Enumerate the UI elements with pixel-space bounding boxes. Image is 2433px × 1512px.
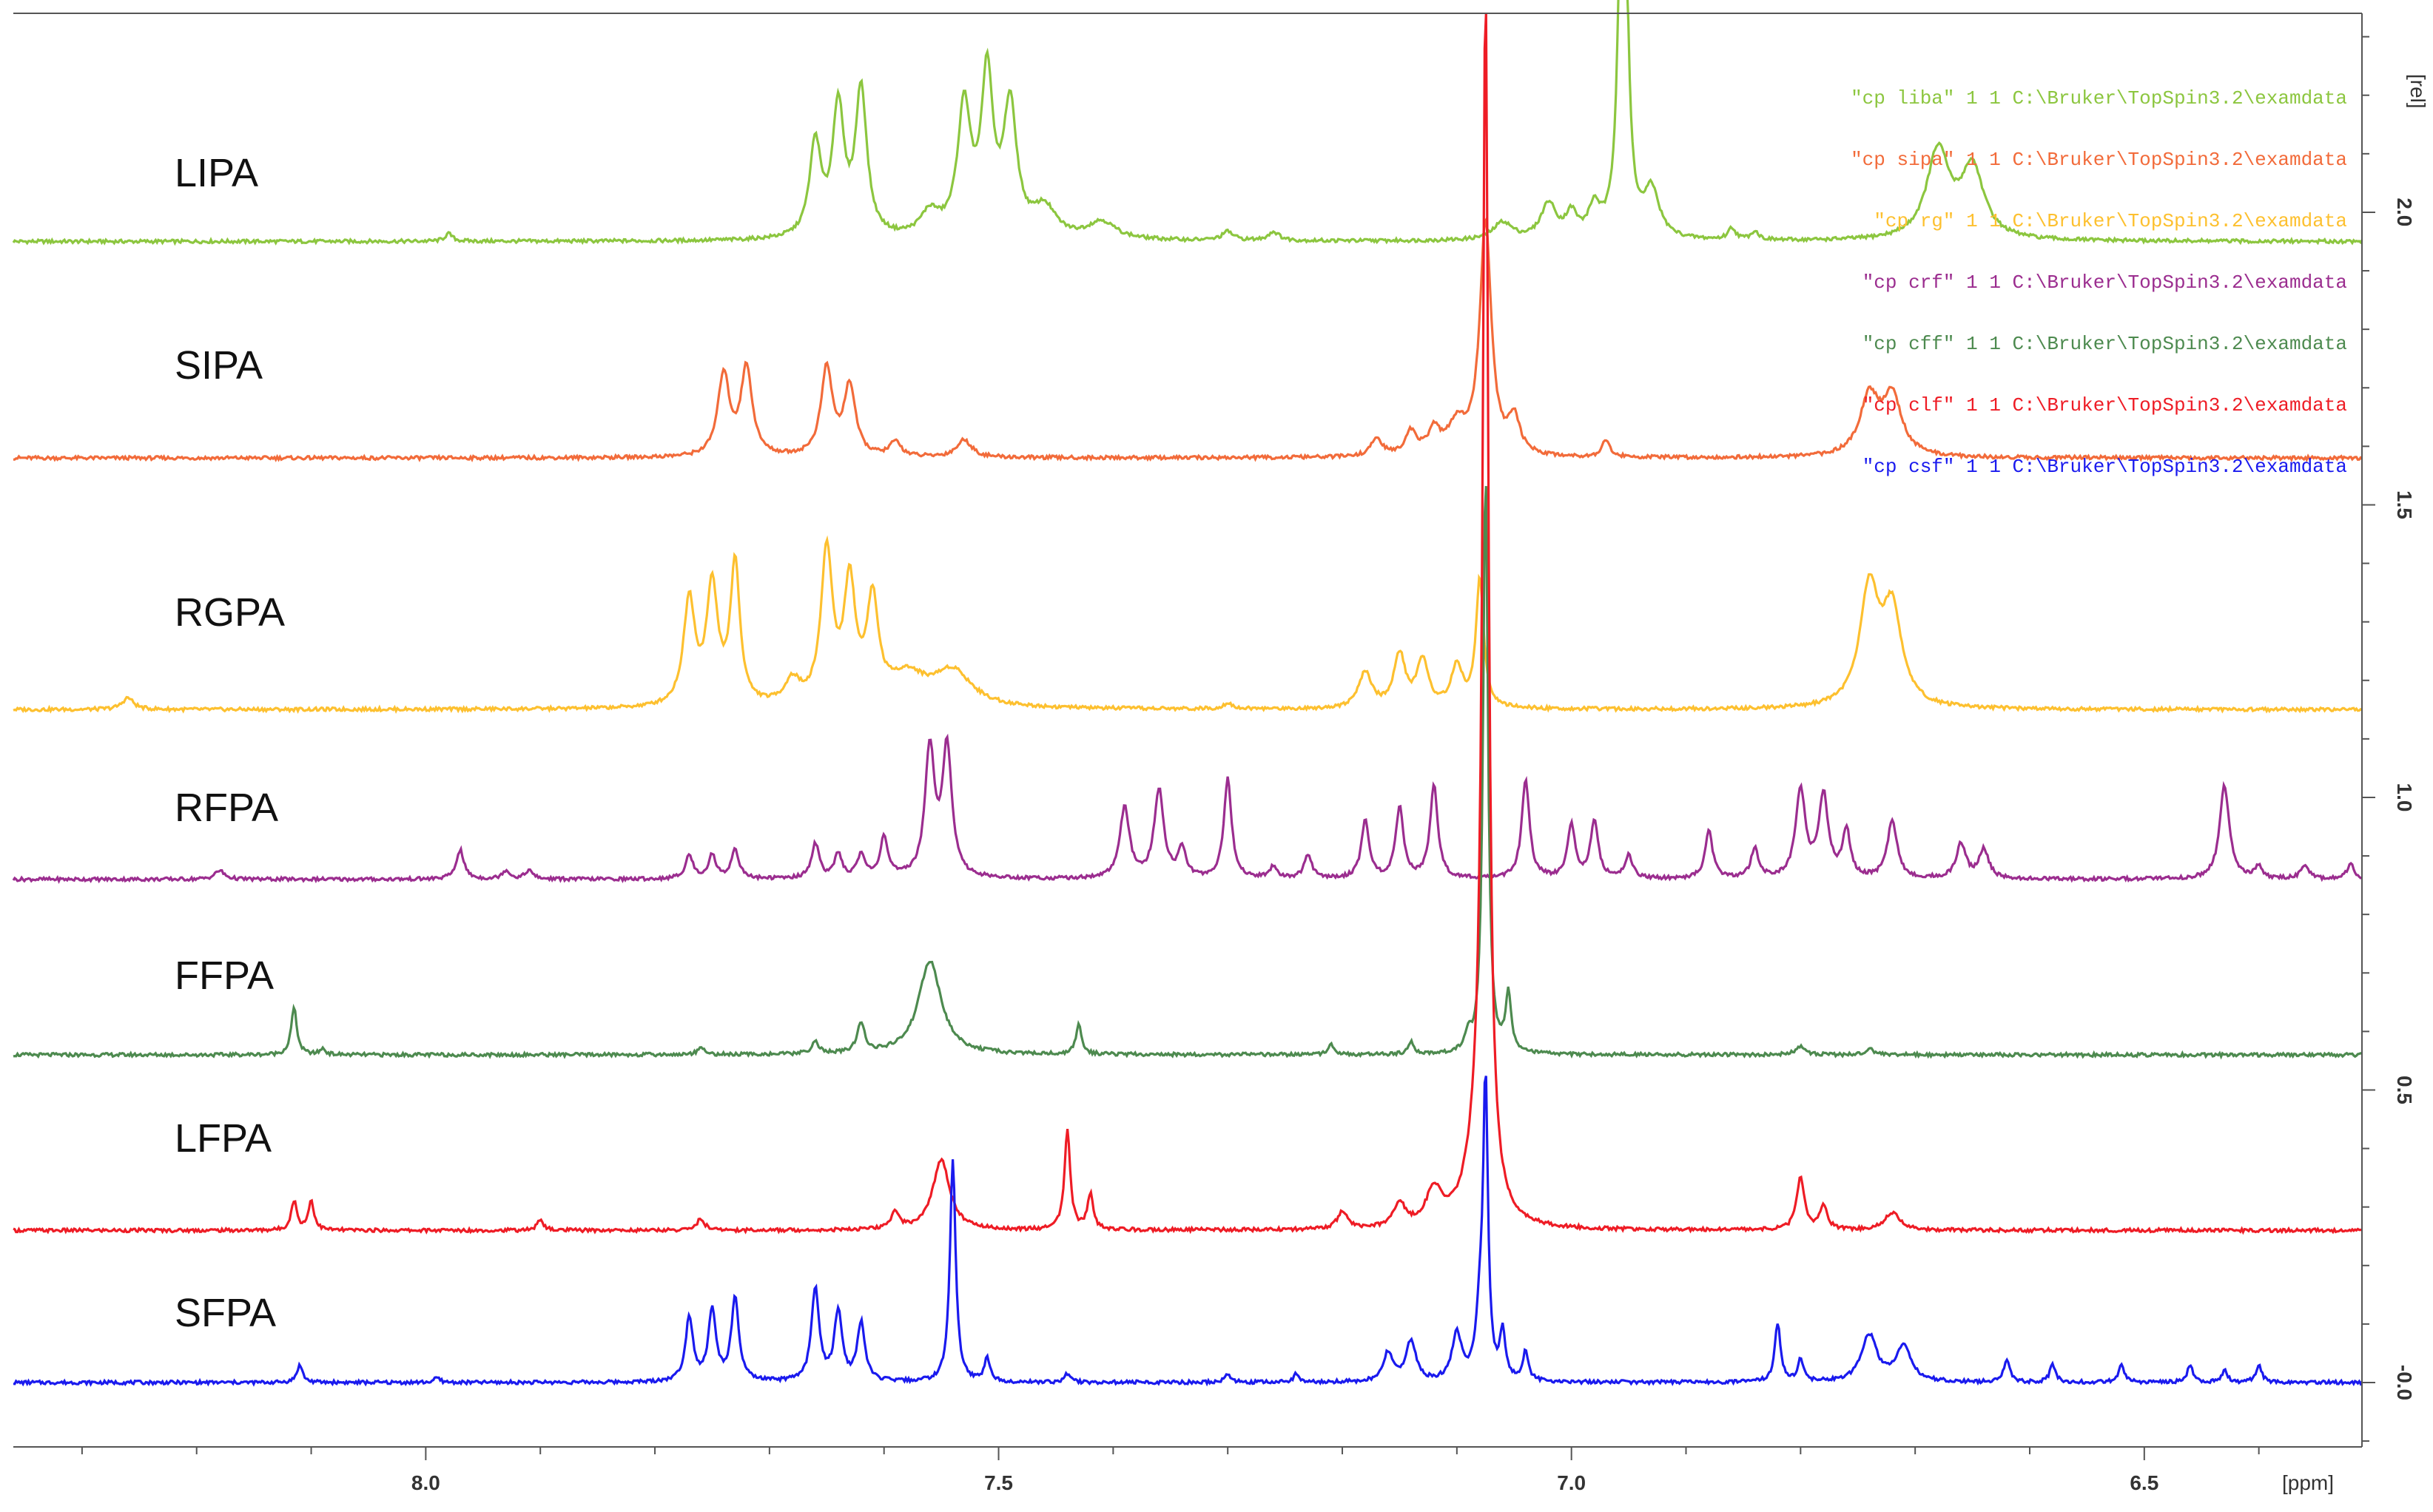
- y-axis: -0.0 0.5 1.0 1.5 2.0: [2362, 36, 2416, 1442]
- spectrum-line-rfpa: [12, 733, 2363, 884]
- x-tick-label: 6.5: [2130, 1471, 2158, 1494]
- series-label-sfpa: SFPA: [175, 1291, 276, 1335]
- legend-entry: "cp liba" 1 1 C:\Bruker\TopSpin3.2\examd…: [1851, 87, 2347, 109]
- spectrum-line-sfpa: [13, 1076, 2363, 1387]
- legend-entry: "cp cff" 1 1 C:\Bruker\TopSpin3.2\examda…: [1862, 333, 2347, 355]
- spectrum-line-sipa: [13, 216, 2363, 463]
- x-axis: 8.0 7.5 7.0 6.5: [81, 1447, 2260, 1494]
- y-tick-label: 2.0: [2393, 198, 2416, 226]
- series-label-rfpa: RFPA: [175, 786, 278, 830]
- legend: "cp liba" 1 1 C:\Bruker\TopSpin3.2\examd…: [1851, 87, 2347, 478]
- y-tick-label: 1.0: [2393, 783, 2416, 812]
- y-tick-label: 0.5: [2393, 1076, 2416, 1104]
- x-axis-label: [ppm]: [2282, 1471, 2334, 1494]
- y-tick-label: -0.0: [2393, 1365, 2416, 1400]
- spectrum-line-lfpa: [13, 13, 2363, 1235]
- series-label-lipa: LIPA: [175, 151, 258, 195]
- x-tick-label: 7.0: [1557, 1471, 1586, 1494]
- spectra-layer: [12, 0, 2363, 1387]
- legend-entry: "cp crf" 1 1 C:\Bruker\TopSpin3.2\examda…: [1862, 271, 2347, 294]
- legend-entry: "cp csf" 1 1 C:\Bruker\TopSpin3.2\examda…: [1862, 456, 2347, 478]
- series-labels: LIPA SIPA RGPA RFPA FFPA LFPA SFPA: [175, 151, 285, 1335]
- legend-entry: "cp rg" 1 1 C:\Bruker\TopSpin3.2\examdat…: [1874, 210, 2347, 232]
- legend-entry: "cp clf" 1 1 C:\Bruker\TopSpin3.2\examda…: [1862, 394, 2347, 416]
- x-tick-label: 8.0: [411, 1471, 440, 1494]
- legend-entry: "cp sipa" 1 1 C:\Bruker\TopSpin3.2\examd…: [1851, 149, 2347, 171]
- series-label-rgpa: RGPA: [175, 590, 285, 635]
- x-tick-label: 7.5: [984, 1471, 1013, 1494]
- series-label-ffpa: FFPA: [175, 954, 274, 998]
- spectrum-line-lipa: [12, 0, 2363, 246]
- series-label-sipa: SIPA: [175, 343, 263, 388]
- plot-frame: [13, 13, 2363, 1448]
- spectrum-line-ffpa: [13, 486, 2363, 1060]
- y-tick-label: 1.5: [2393, 490, 2416, 519]
- y-axis-label: [rel]: [2406, 74, 2429, 109]
- spectrum-line-rgpa: [13, 535, 2363, 714]
- series-label-lfpa: LFPA: [175, 1116, 272, 1161]
